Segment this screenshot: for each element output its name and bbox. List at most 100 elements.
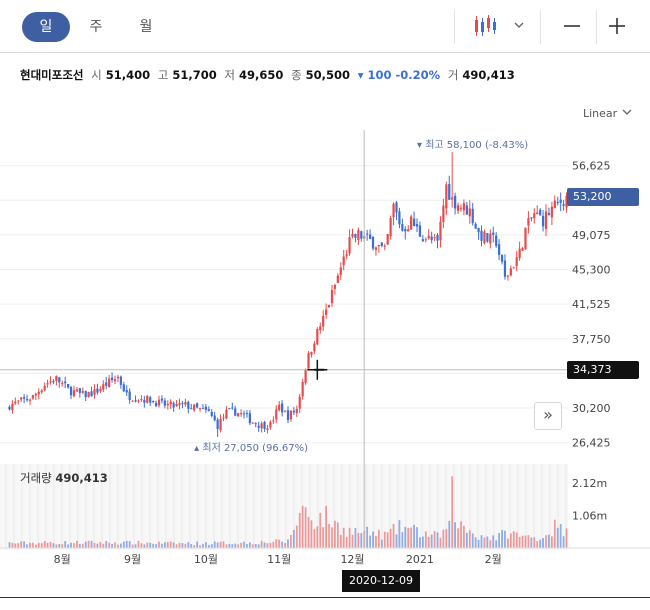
volume-bar	[345, 536, 348, 548]
chart-grid	[0, 165, 568, 444]
tab-daily[interactable]: 일	[22, 12, 70, 42]
volume-bar	[90, 540, 93, 548]
volume-bar	[202, 543, 204, 548]
candle-body	[122, 384, 125, 392]
candle-body	[407, 229, 410, 232]
price-chart[interactable]: 56,625 49,075 45,300 41,525 37,750 30,200 26,4…	[0, 120, 650, 570]
volume-bar	[328, 523, 330, 548]
candle-body	[37, 391, 40, 395]
volume-bar	[489, 540, 492, 548]
candle-body	[169, 401, 172, 405]
volume-bar	[539, 539, 542, 548]
candle-body	[245, 413, 249, 415]
volume-bar	[143, 544, 146, 548]
volume-bar	[339, 535, 342, 548]
volume-bars	[8, 476, 568, 548]
volume-bar	[99, 541, 102, 548]
candle-body	[421, 239, 424, 242]
y-tick-label: 56,625	[572, 160, 611, 173]
volume-bar	[81, 543, 84, 548]
candle-body	[345, 254, 348, 256]
volume-bar	[527, 535, 530, 548]
volume-bar	[448, 520, 451, 548]
candle-body	[23, 397, 26, 399]
tab-weekly[interactable]: 주	[89, 19, 103, 35]
volume-bar	[76, 540, 78, 548]
volume-bar	[424, 531, 427, 548]
volume-bar	[504, 530, 506, 548]
volume-bar	[342, 527, 345, 548]
candle-body	[468, 208, 471, 217]
toolbar-divider	[540, 10, 541, 44]
volume-bar	[8, 542, 11, 548]
candle-body	[454, 195, 457, 209]
volume-bar	[70, 542, 72, 548]
volume-bar	[515, 532, 518, 548]
tab-monthly[interactable]: 월	[139, 19, 153, 35]
candle-body	[448, 184, 451, 200]
chevron-down-icon[interactable]	[512, 12, 526, 40]
candle-body	[140, 399, 143, 401]
volume-bar	[507, 538, 509, 548]
volume-bar	[272, 541, 275, 548]
plus-icon[interactable]	[606, 12, 628, 40]
volume-bar	[120, 543, 122, 548]
crosshair-date-tag: 2020-12-09	[342, 570, 420, 592]
candlestick-icon[interactable]	[470, 12, 498, 40]
candle-body	[105, 382, 108, 386]
volume-bar	[378, 529, 380, 548]
volume-bar	[442, 529, 445, 548]
volume-bar	[93, 542, 96, 548]
candle-body	[99, 389, 102, 392]
volume-bar	[281, 541, 284, 548]
volume-bar	[295, 525, 298, 548]
volume-bar	[196, 541, 198, 548]
candle-body	[11, 404, 14, 411]
volume-bar	[427, 536, 430, 548]
candle-body	[327, 304, 331, 308]
volume-bar	[231, 544, 234, 548]
volume-bar	[237, 544, 240, 548]
candle-body	[433, 237, 436, 239]
candle-body	[442, 205, 445, 222]
candle-body	[559, 199, 562, 203]
volume-tick-label: 2.12m	[572, 477, 607, 490]
volume-bar	[210, 544, 213, 548]
candle-body	[190, 408, 193, 410]
volume-bar	[331, 527, 333, 548]
volume-bar	[287, 539, 289, 548]
candle-body	[492, 232, 495, 235]
candle-body	[319, 326, 322, 331]
x-tick-label: 9월	[124, 553, 141, 566]
candle-body	[134, 400, 137, 402]
candle-body	[410, 216, 413, 230]
y-tick-label: 45,300	[572, 264, 611, 277]
candle-body	[357, 230, 360, 241]
volume-bar	[225, 544, 228, 548]
volume-bar	[205, 542, 207, 548]
scroll-right-button[interactable]: »	[534, 402, 562, 430]
volume-bar	[14, 543, 17, 548]
volume-bar	[386, 532, 389, 548]
candle-body	[108, 378, 111, 387]
volume-bar	[322, 527, 325, 548]
candle-body	[459, 207, 463, 209]
volume-bar	[26, 544, 28, 548]
volume-bar	[413, 524, 415, 548]
volume-bar	[263, 542, 266, 548]
volume-bar	[398, 520, 401, 548]
volume-bar	[128, 541, 131, 548]
volume-bar	[530, 537, 533, 548]
volume-bar	[445, 529, 448, 548]
minus-icon[interactable]	[561, 12, 583, 40]
volume-bar	[149, 542, 152, 548]
scale-selector[interactable]: Linear	[583, 107, 633, 120]
x-tick-label: 11월	[267, 553, 291, 566]
volume-bar	[155, 544, 157, 548]
candle-body	[237, 413, 240, 417]
candle-body	[49, 381, 52, 383]
candle-body	[380, 242, 383, 246]
volume-bar	[421, 536, 424, 548]
volume-bar	[454, 522, 456, 548]
volume-bar	[548, 534, 550, 548]
